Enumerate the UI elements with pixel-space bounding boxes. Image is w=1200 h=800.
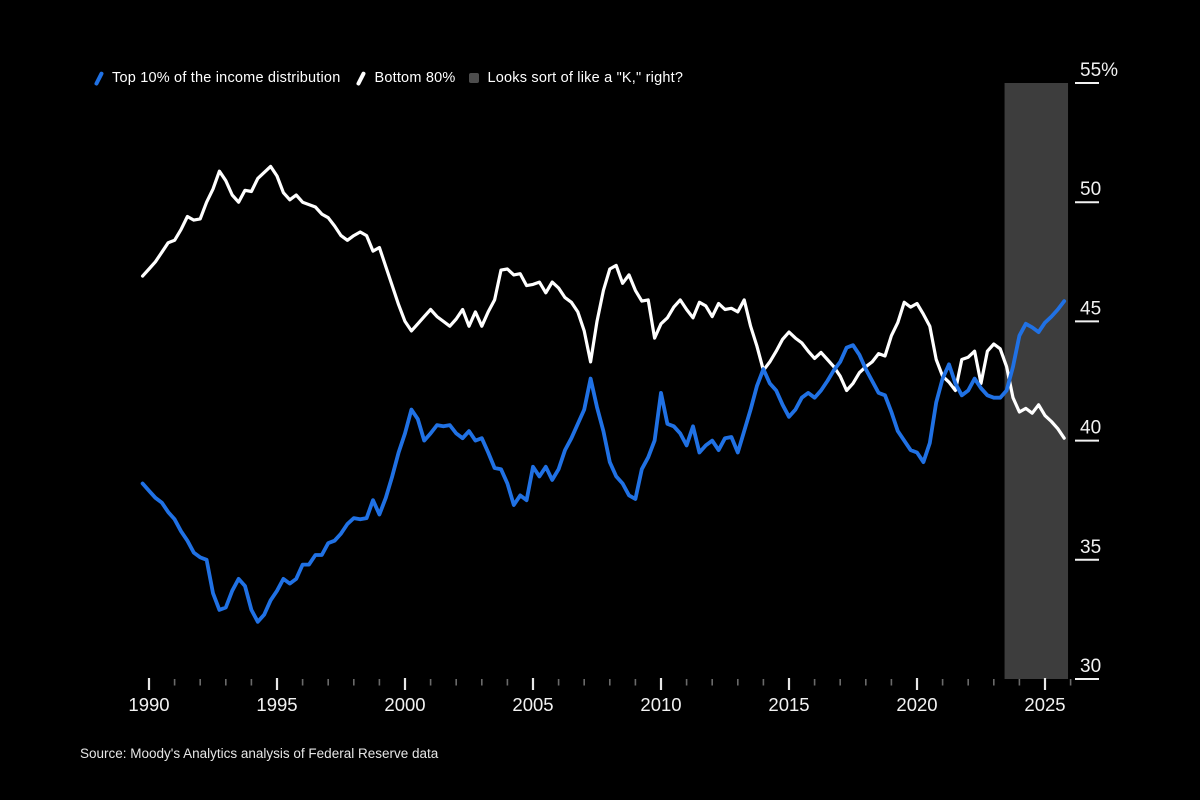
gray-band-swatch-icon (469, 73, 480, 83)
top10-series-line (140, 299, 1067, 624)
y-tick-label: 30 (1080, 656, 1101, 677)
y-tick-label: 40 (1080, 418, 1101, 439)
x-tick-label: 2025 (1024, 694, 1065, 715)
y-tick-label: 50 (1080, 179, 1101, 200)
legend-item-k-band: Looks sort of like a "K," right? (469, 70, 683, 86)
bottom80-series-line (141, 164, 1066, 440)
x-tick-label: 1990 (128, 694, 169, 715)
legend: Top 10% of the income distribution Botto… (92, 70, 683, 86)
legend-label-top10: Top 10% of the income distribution (112, 70, 341, 86)
legend-item-top10: Top 10% of the income distribution (92, 70, 340, 86)
x-tick-label: 1995 (256, 694, 297, 715)
y-tick-label: 45 (1080, 298, 1101, 319)
x-tick-label: 2020 (896, 694, 937, 715)
x-tick-label: 2000 (384, 694, 425, 715)
x-tick-label: 2005 (512, 694, 553, 715)
legend-label-bottom80: Bottom 80% (374, 70, 456, 86)
x-tick-label: 2015 (768, 694, 809, 715)
x-tick-label: 2010 (640, 694, 681, 715)
legend-item-bottom80: Bottom 80% (354, 70, 455, 86)
legend-label-k-band: Looks sort of like a "K," right? (487, 70, 684, 86)
k-highlight-band (1004, 83, 1069, 679)
y-tick-label: 35 (1080, 537, 1101, 558)
source-note: Source: Moody's Analytics analysis of Fe… (80, 746, 439, 761)
y-tick-label: 55% (1080, 60, 1118, 81)
